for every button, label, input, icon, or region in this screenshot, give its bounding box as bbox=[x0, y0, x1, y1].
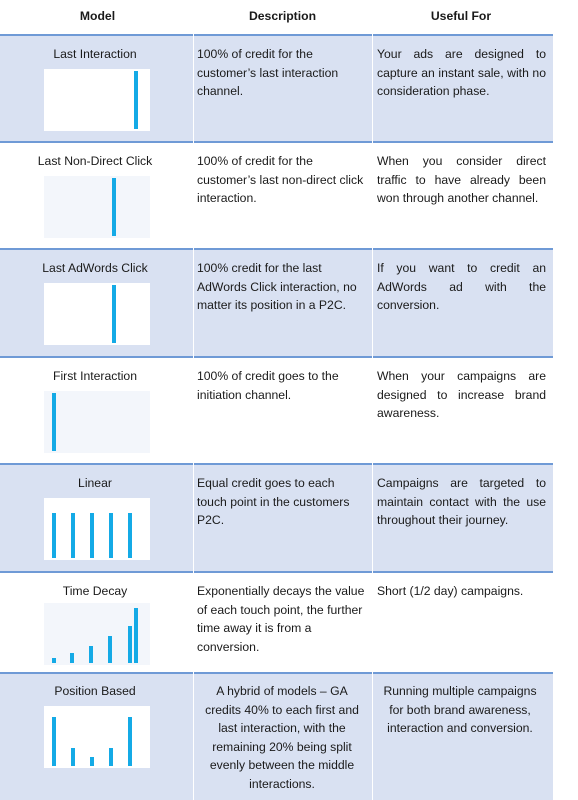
model-description: Exponentially decays the value of each t… bbox=[197, 584, 365, 654]
row-divider bbox=[0, 141, 553, 143]
credit-distribution-chart bbox=[44, 391, 150, 453]
credit-distribution-chart bbox=[44, 603, 150, 665]
model-useful-for: Your ads are designed to capture an inst… bbox=[377, 47, 546, 98]
credit-bar bbox=[70, 653, 74, 663]
credit-bar bbox=[52, 658, 56, 663]
row-divider bbox=[0, 672, 553, 674]
model-name: Linear bbox=[78, 476, 112, 490]
credit-bar bbox=[109, 513, 113, 558]
column-divider bbox=[193, 0, 194, 800]
model-useful-for: When you consider direct traffic to have… bbox=[377, 154, 546, 205]
credit-bar bbox=[89, 646, 93, 663]
model-description: 100% of credit goes to the initiation ch… bbox=[197, 369, 339, 402]
row-divider bbox=[0, 356, 553, 358]
model-useful-for: Short (1/2 day) campaigns. bbox=[377, 584, 524, 598]
credit-distribution-chart bbox=[44, 498, 150, 560]
table-row: Last Non-Direct Click 100% of credit for… bbox=[0, 143, 553, 248]
attribution-models-table: Model Description Useful For Last Intera… bbox=[0, 0, 553, 800]
model-name: Last Interaction bbox=[53, 47, 137, 61]
table-row: Linear Equal credit goes to each touch p… bbox=[0, 465, 553, 571]
table-header-row: Model Description Useful For bbox=[0, 0, 553, 34]
table-row: Position Based A hybrid of models – GA c… bbox=[0, 674, 553, 800]
table-row: Time Decay Exponentially decays the valu… bbox=[0, 573, 553, 672]
column-divider bbox=[372, 0, 373, 800]
model-name: Last Non-Direct Click bbox=[37, 154, 153, 168]
model-description: 100% of credit for the customer’s last i… bbox=[197, 47, 339, 98]
row-divider bbox=[0, 571, 553, 573]
credit-bar bbox=[112, 285, 116, 343]
model-useful-for: When your campaigns are designed to incr… bbox=[377, 369, 546, 420]
credit-distribution-chart bbox=[44, 706, 150, 768]
header-model: Model bbox=[79, 9, 116, 23]
credit-distribution-chart bbox=[44, 176, 150, 238]
model-useful-for: Campaigns are targeted to maintain conta… bbox=[377, 476, 546, 527]
row-divider bbox=[0, 248, 553, 250]
credit-bar bbox=[134, 71, 138, 129]
table-row: First Interaction 100% of credit goes to… bbox=[0, 358, 553, 463]
model-name: First Interaction bbox=[53, 369, 137, 383]
credit-bar bbox=[134, 608, 138, 663]
credit-bar bbox=[109, 748, 113, 766]
model-name: Last AdWords Click bbox=[42, 261, 148, 275]
model-description: 100% of credit for the customer’s last n… bbox=[197, 154, 364, 205]
credit-bar bbox=[128, 626, 132, 663]
model-description: 100% credit for the last AdWords Click i… bbox=[197, 261, 357, 312]
credit-bar bbox=[90, 513, 94, 558]
model-useful-for: If you want to credit an AdWords ad with… bbox=[377, 261, 546, 312]
header-description: Description bbox=[248, 9, 317, 23]
row-divider bbox=[0, 463, 553, 465]
credit-bar bbox=[71, 513, 75, 558]
credit-bar bbox=[52, 393, 56, 451]
credit-bar bbox=[90, 757, 94, 766]
page-margin bbox=[553, 0, 578, 800]
table-row: Last Interaction 100% of credit for the … bbox=[0, 36, 553, 141]
model-useful-for: Running multiple campaigns for both bran… bbox=[383, 684, 537, 735]
credit-bar bbox=[128, 717, 132, 766]
header-useful-for: Useful For bbox=[430, 9, 492, 23]
credit-distribution-chart bbox=[44, 283, 150, 345]
credit-bar bbox=[108, 636, 112, 663]
table-row: Last AdWords Click 100% credit for the l… bbox=[0, 250, 553, 356]
credit-bar bbox=[71, 748, 75, 766]
model-name: Position Based bbox=[54, 684, 136, 698]
credit-bar bbox=[112, 178, 116, 236]
model-description: Equal credit goes to each touch point in… bbox=[197, 476, 350, 527]
credit-bar bbox=[128, 513, 132, 558]
model-name: Time Decay bbox=[62, 584, 128, 598]
credit-bar bbox=[52, 717, 56, 766]
credit-distribution-chart bbox=[44, 69, 150, 131]
credit-bar bbox=[52, 513, 56, 558]
model-description: A hybrid of models – GA credits 40% to e… bbox=[205, 684, 359, 791]
row-divider bbox=[0, 34, 553, 36]
